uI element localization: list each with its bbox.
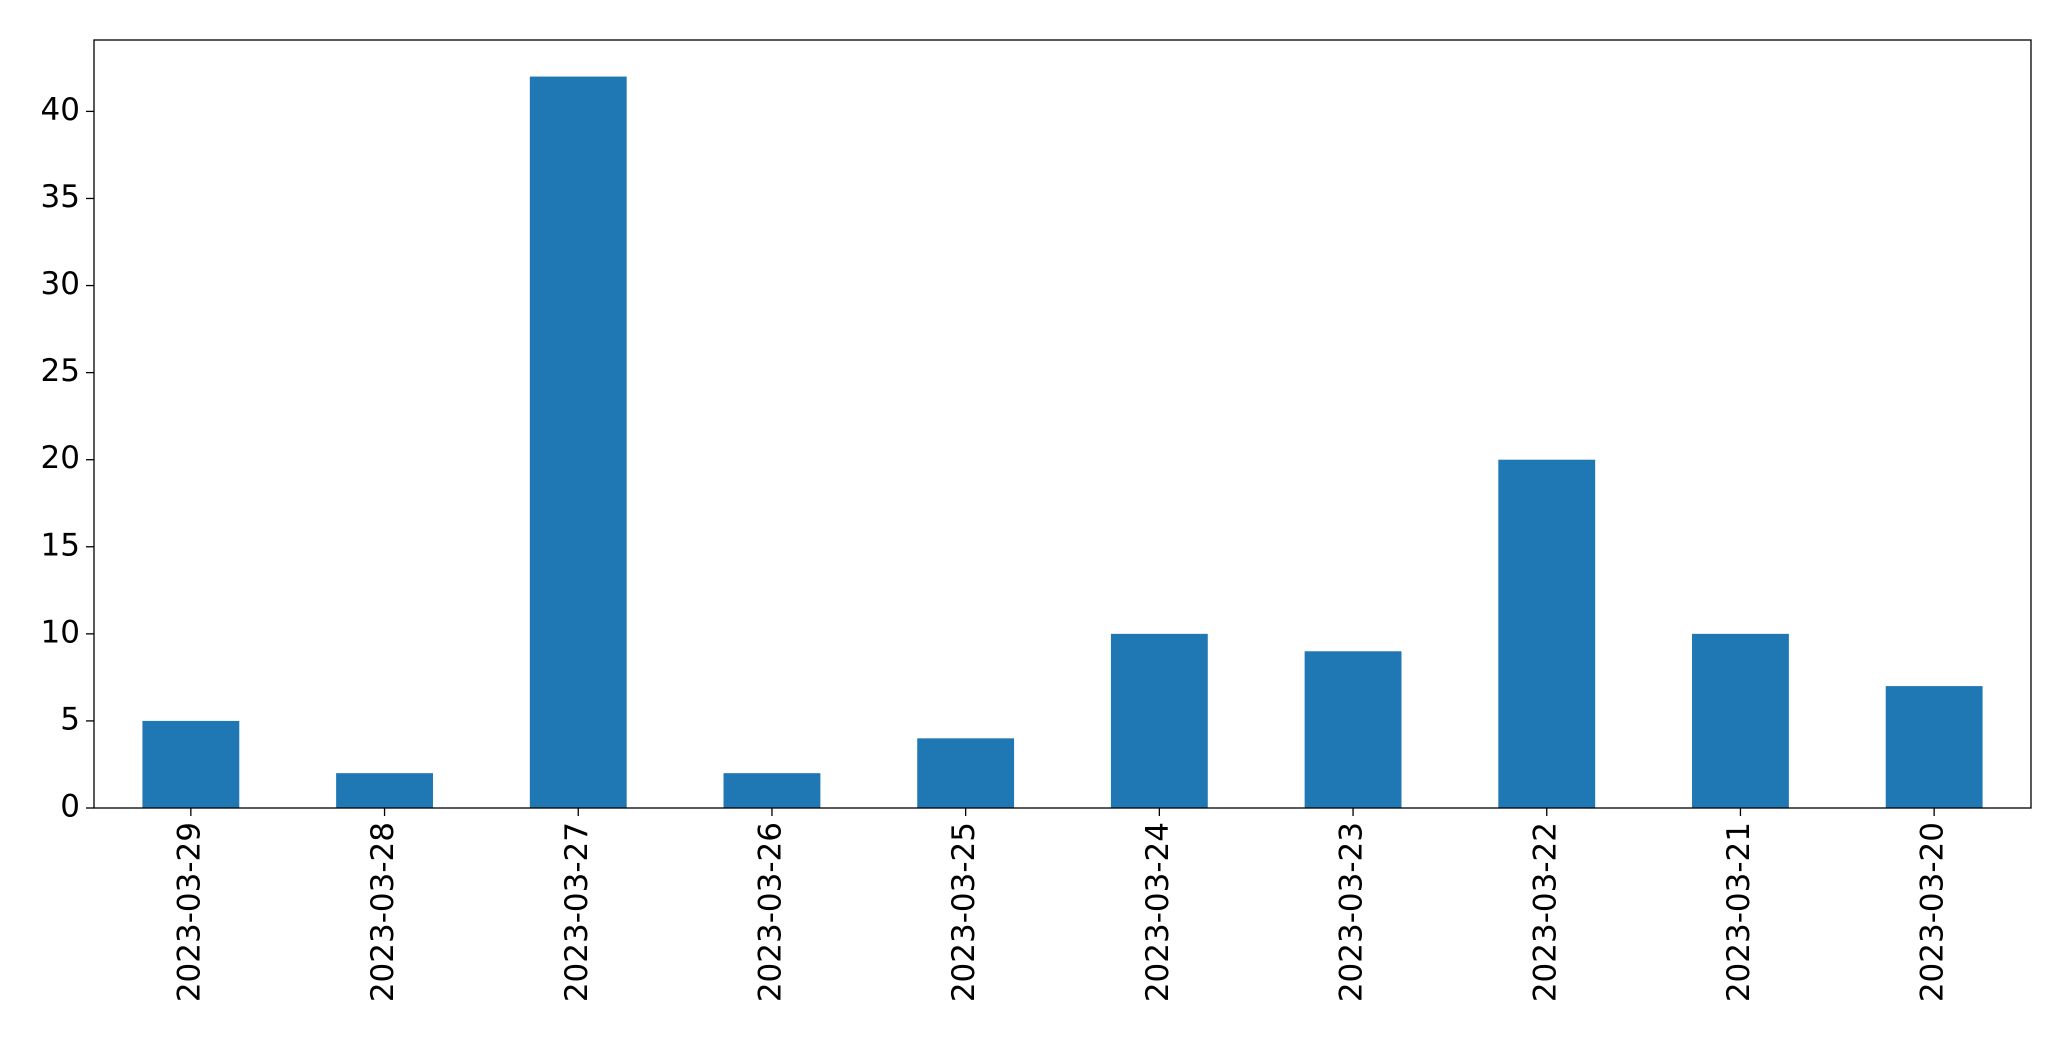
bar [1110,633,1208,808]
bar [723,773,821,808]
y-tick-label: 40 [41,92,80,128]
x-tick-label: 2023-03-21 [1721,822,1757,1002]
x-tick-label: 2023-03-28 [365,822,401,1002]
bar [917,738,1015,808]
y-tick-label: 5 [60,701,80,737]
plot-frame [93,39,2032,809]
y-tick-label: 15 [41,527,80,563]
y-tick-label: 0 [60,789,80,825]
bar [1304,651,1402,808]
bar [529,76,627,809]
x-tick-label: 2023-03-27 [559,822,595,1002]
y-tick-label: 25 [41,353,80,389]
y-tick-label: 30 [41,266,80,302]
x-tick-label: 2023-03-26 [752,822,788,1002]
bar [336,773,433,808]
bar [142,720,240,808]
bar [1498,459,1596,808]
x-tick-label: 2023-03-23 [1334,822,1370,1002]
x-tick-label: 2023-03-25 [946,822,982,1002]
x-tick-label: 2023-03-22 [1527,822,1563,1002]
x-tick-label: 2023-03-24 [1140,822,1176,1002]
y-tick-label: 10 [41,614,80,650]
bar [1692,633,1789,808]
x-tick-label: 2023-03-29 [171,822,207,1002]
bar [1885,686,1983,808]
x-tick-label: 2023-03-20 [1915,822,1951,1002]
y-tick-label: 35 [41,179,80,215]
y-tick-label: 20 [41,440,80,476]
